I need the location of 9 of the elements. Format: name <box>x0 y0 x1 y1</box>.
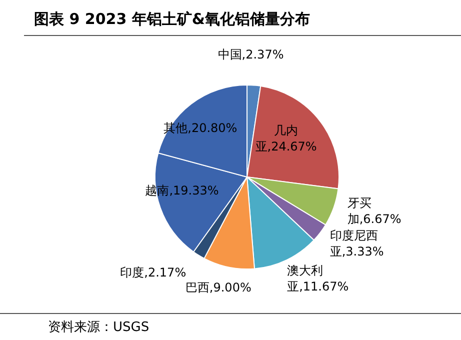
chart-title: 图表 9 2023 年铝土矿&氧化铝储量分布 <box>34 10 310 29</box>
slice-label: 牙买加,6.67% <box>347 196 402 226</box>
slice-label: 中国,2.37% <box>218 47 284 62</box>
slice-label: 几内亚,24.67% <box>255 124 317 154</box>
text: 资料来源：USGS <box>48 319 150 336</box>
slice-label: 巴西,9.00% <box>185 280 252 295</box>
slice-label: 印度,2.17% <box>120 265 186 280</box>
slice-label: 印度尼西亚,3.33% <box>330 228 384 259</box>
slice-label: 澳大利亚,11.67% <box>287 263 349 294</box>
